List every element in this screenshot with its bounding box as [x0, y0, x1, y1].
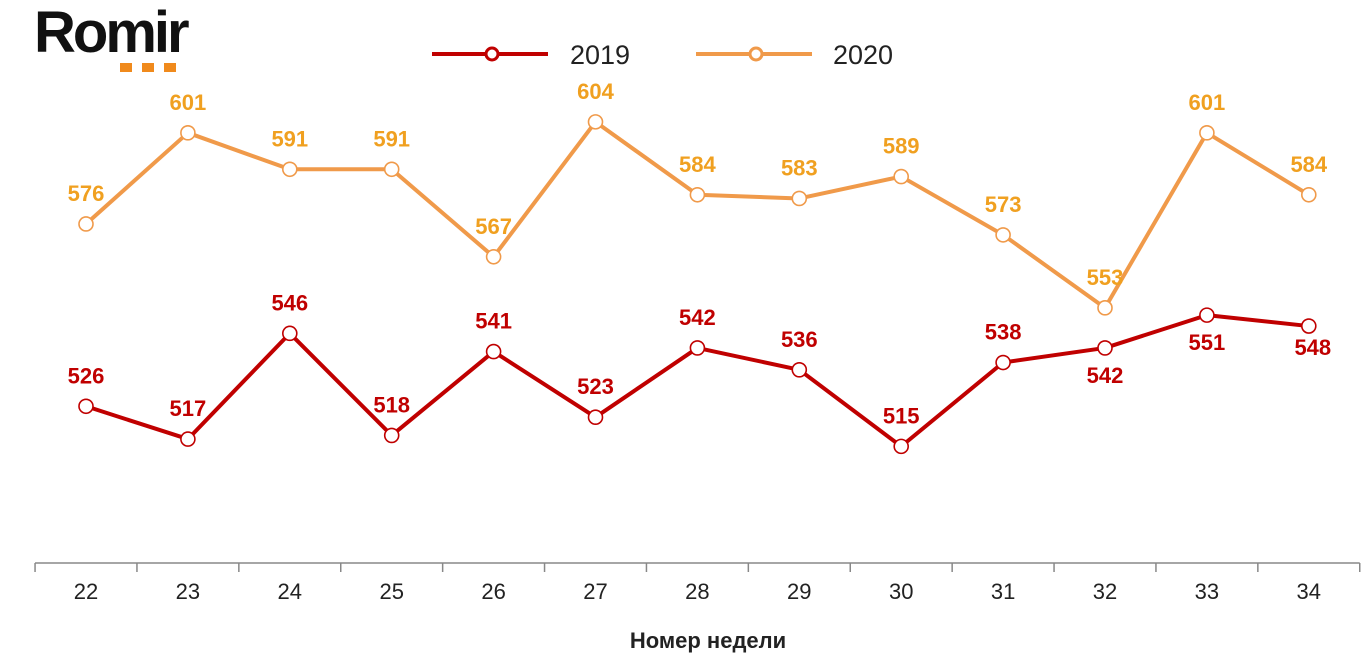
data-point-2020: [995, 227, 1011, 243]
data-label-2019: 541: [475, 309, 512, 334]
data-label-2019: 518: [373, 392, 410, 417]
x-tick-label: 29: [787, 579, 811, 604]
data-label-2020: 584: [1290, 152, 1327, 177]
data-label-2019: 551: [1189, 330, 1226, 355]
data-point-2019: [485, 343, 502, 360]
data-point-2019: [1199, 307, 1215, 323]
data-label-2020: 583: [781, 155, 818, 180]
data-label-2020: 553: [1087, 265, 1124, 290]
data-point-2019: [180, 431, 196, 447]
x-tick-label: 32: [1093, 579, 1117, 604]
logo-dot: [164, 63, 176, 72]
logo-text: Romir: [34, 0, 190, 65]
data-label-2020: 591: [373, 126, 410, 151]
series-2019: 526 517 546 518 541 523 542 536 515 538 542 551 548: [68, 290, 1331, 455]
x-tick-label: 23: [176, 579, 200, 604]
x-tick-label: 22: [74, 579, 98, 604]
data-point-2020: [180, 125, 196, 141]
x-tick-label: 24: [278, 579, 302, 604]
data-point-2020: [689, 186, 706, 203]
logo-dot: [142, 63, 154, 72]
x-axis-title: Номер недели: [630, 628, 786, 653]
x-axis: 22 23 24 25 26 27 28 29 30 31 32 33 34: [34, 562, 1361, 604]
x-tick-label: 25: [379, 579, 403, 604]
data-point-2020: [383, 161, 400, 178]
data-label-2019: 536: [781, 327, 818, 352]
legend-marker-2019: [484, 46, 500, 62]
data-point-2020: [893, 168, 910, 185]
data-label-2020: 584: [679, 152, 716, 177]
data-point-2020: [78, 216, 94, 232]
data-label-2019: 523: [577, 374, 614, 399]
series-line-2019: [85, 313, 1310, 449]
data-label-2019: 542: [1087, 363, 1124, 388]
data-point-2019: [1301, 318, 1317, 334]
data-point-2020: [791, 190, 808, 207]
legend-marker-2020: [748, 46, 764, 62]
data-label-2019: 548: [1294, 335, 1331, 360]
legend-label-2020: 2020: [833, 40, 893, 70]
series-2020: 576 601 591 591 567 604 584 583 589 573 553 601 584: [68, 79, 1328, 316]
x-tick-label: 27: [583, 579, 607, 604]
data-point-2020: [1097, 300, 1113, 316]
data-point-2020: [281, 161, 298, 178]
data-label-2020: 604: [577, 79, 614, 104]
data-point-2019: [281, 325, 298, 342]
x-tick-label: 28: [685, 579, 709, 604]
data-label-2020: 573: [985, 192, 1022, 217]
x-tick-label: 33: [1195, 579, 1219, 604]
x-tick-label: 34: [1297, 579, 1321, 604]
data-point-2019: [383, 427, 400, 444]
data-label-2020: 589: [883, 134, 920, 159]
data-point-2020: [587, 114, 604, 130]
data-point-2019: [791, 362, 808, 378]
data-label-2019: 546: [271, 290, 308, 315]
data-label-2020: 567: [475, 214, 512, 239]
data-point-2020: [1301, 186, 1317, 203]
data-label-2019: 526: [68, 363, 105, 388]
data-label-2019: 538: [985, 320, 1022, 345]
legend-label-2019: 2019: [570, 40, 630, 70]
data-label-2019: 542: [679, 305, 716, 330]
series-line-2020: [84, 119, 1310, 310]
data-label-2020: 601: [170, 90, 207, 115]
data-label-2020: 591: [271, 126, 308, 151]
data-label-2019: 515: [883, 403, 920, 428]
data-point-2019: [587, 409, 604, 426]
data-point-2019: [1097, 340, 1113, 356]
x-tick-label: 26: [481, 579, 505, 604]
data-point-2020: [485, 248, 502, 265]
data-point-2019: [689, 340, 706, 356]
data-label-2019: 517: [170, 396, 207, 421]
x-tick-label: 30: [889, 579, 913, 604]
logo-dot: [120, 63, 132, 72]
data-point-2020: [1199, 125, 1215, 141]
data-point-2019: [995, 354, 1011, 371]
x-tick-label: 31: [991, 579, 1015, 604]
romir-logo: Romir: [34, 0, 234, 80]
data-point-2019: [893, 438, 910, 455]
legend: 2019 2020: [432, 40, 893, 70]
data-point-2019: [78, 398, 94, 415]
data-label-2020: 576: [68, 181, 105, 206]
data-label-2020: 601: [1189, 90, 1226, 115]
